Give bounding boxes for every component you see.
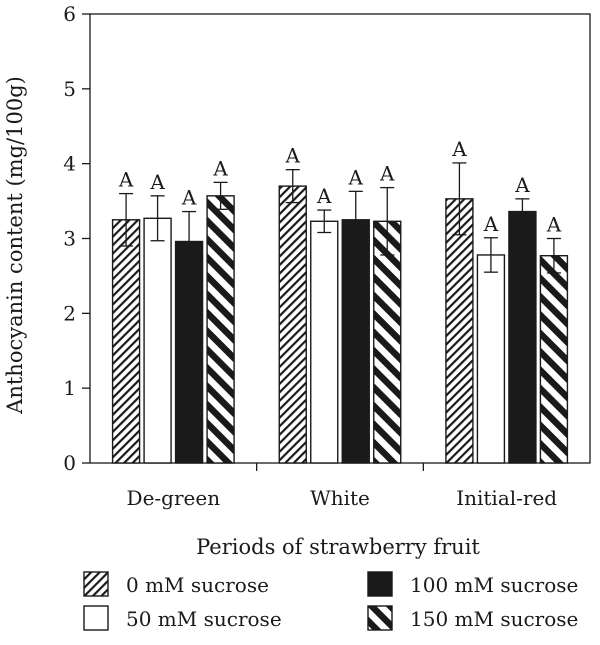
- legend-swatch: [83, 571, 109, 597]
- y-tick-label: 4: [63, 152, 76, 176]
- legend-swatch: [83, 605, 109, 631]
- x-tick-label: White: [310, 486, 370, 510]
- legend-swatch: [367, 571, 393, 597]
- significance-label: A: [285, 144, 301, 168]
- y-axis-label: Anthocyanin content (mg/100g): [3, 76, 27, 415]
- significance-label: A: [514, 173, 530, 197]
- bar: [278, 185, 307, 464]
- bar: [373, 220, 402, 464]
- significance-label: A: [348, 165, 364, 189]
- legend: 0 mM sucrose 50 mM sucrose 100 mM sucrose 1…: [83, 571, 578, 631]
- x-axis-label: Periods of strawberry fruit: [196, 535, 480, 559]
- y-tick-label: 0: [63, 451, 76, 475]
- bar: [111, 219, 141, 464]
- axis-labels: Anthocyanin content (mg/100g) Periods of…: [3, 76, 480, 559]
- significance-label: A: [118, 168, 134, 192]
- y-tick-label: 3: [63, 227, 76, 251]
- bar: [341, 219, 370, 464]
- bar: [206, 195, 235, 464]
- x-tick-label: De-green: [127, 486, 221, 510]
- significance-label: A: [149, 170, 165, 194]
- legend-swatch: [367, 605, 393, 631]
- x-tick-label: Initial-red: [456, 486, 557, 510]
- bar: [445, 198, 474, 464]
- significance-label: A: [451, 137, 467, 161]
- axes: 0 1 2 3 4 5 6 De-green White Initial-red: [63, 2, 591, 510]
- bar: [539, 255, 569, 464]
- legend-label: 0 mM sucrose: [126, 573, 269, 597]
- y-tick-label: 2: [63, 301, 76, 325]
- bar: [310, 220, 339, 464]
- significance-label: A: [181, 186, 197, 210]
- significance-label: A: [546, 213, 562, 237]
- significance-label: A: [379, 162, 395, 186]
- bar: [143, 217, 172, 464]
- significance-label: A: [483, 212, 499, 236]
- significance-label: A: [316, 184, 332, 208]
- significance-label: A: [212, 156, 228, 180]
- legend-label: 50 mM sucrose: [126, 607, 282, 631]
- bar: [174, 240, 204, 464]
- y-tick-label: 6: [63, 2, 76, 26]
- legend-label: 150 mM sucrose: [410, 607, 578, 631]
- legend-label: 100 mM sucrose: [410, 573, 578, 597]
- bar: [508, 210, 537, 464]
- y-tick-label: 5: [63, 77, 76, 101]
- bar: [476, 254, 506, 464]
- y-tick-label: 1: [63, 376, 76, 400]
